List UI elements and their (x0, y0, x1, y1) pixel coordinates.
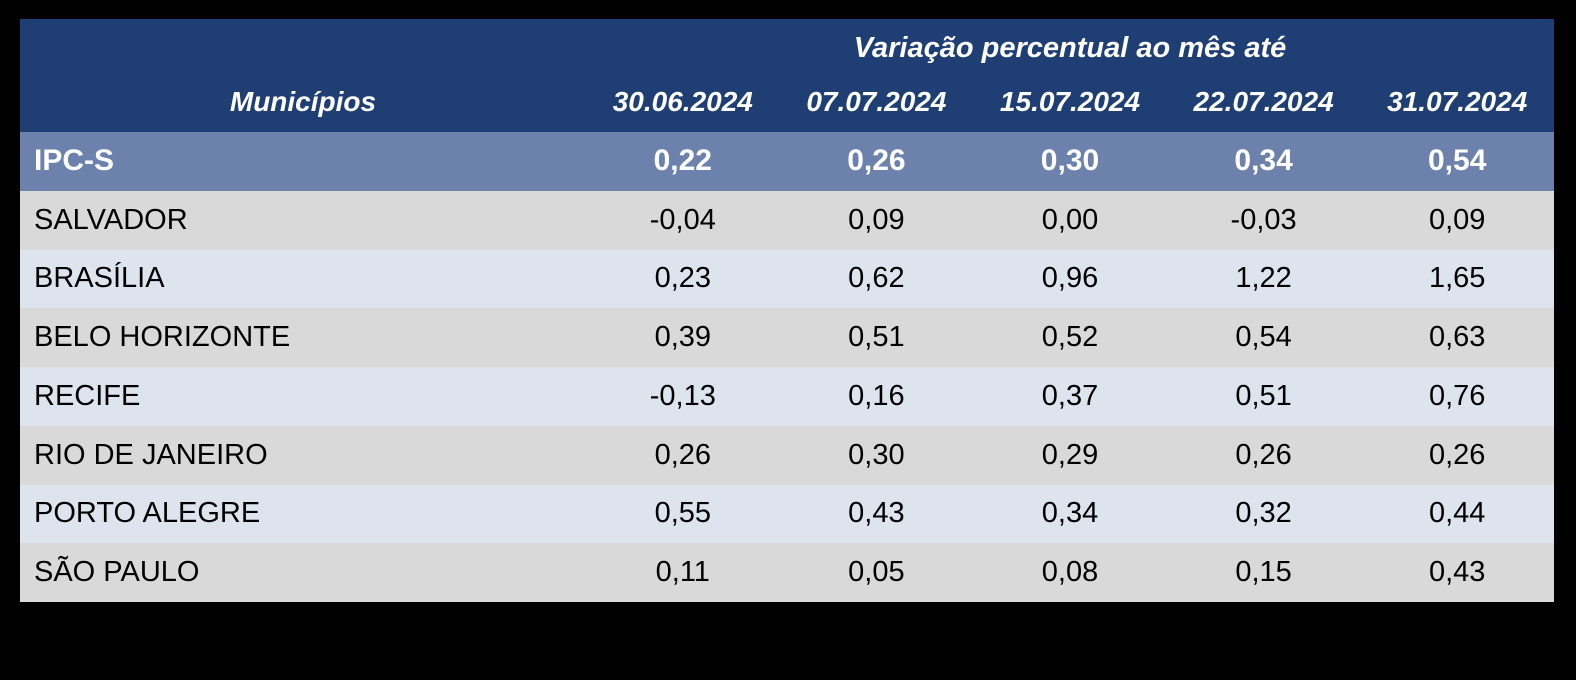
table-row: RIO DE JANEIRO 0,26 0,30 0,29 0,26 0,26 (20, 425, 1554, 485)
column-header-date: 15.07.2024 (999, 85, 1141, 117)
row-value: 0,09 (1428, 203, 1486, 236)
row-value: 0,51 (1235, 379, 1292, 412)
row-value: 0,16 (848, 379, 905, 412)
column-header-date: 31.07.2024 (1387, 85, 1528, 117)
table-header: Variação percentual ao mês até Município… (20, 19, 1554, 132)
row-value: 0,55 (654, 497, 712, 530)
row-value: 0,22 (653, 144, 712, 178)
row-value: 0,34 (1041, 497, 1099, 530)
table-row: SÃO PAULO 0,11 0,05 0,08 0,15 0,43 (20, 543, 1554, 602)
row-value: 0,96 (1041, 262, 1099, 295)
table-row: SALVADOR -0,04 0,09 0,00 -0,03 0,09 (20, 190, 1554, 250)
row-value: 0,30 (848, 438, 905, 471)
row-value: 0,44 (1428, 497, 1486, 530)
row-label: BRASÍLIA (34, 262, 165, 295)
table-row-ipcs: IPC-S 0,22 0,26 0,30 0,34 0,54 (20, 132, 1554, 191)
row-value: 0,26 (1235, 438, 1292, 471)
row-value: 0,26 (1428, 438, 1486, 471)
row-value: 0,76 (1428, 379, 1486, 412)
row-value: 0,30 (1040, 144, 1100, 178)
row-value: 1,22 (1235, 262, 1292, 295)
column-header-row: Municípios 30.06.2024 07.07.2024 15.07.2… (20, 71, 1554, 132)
row-value: 0,23 (654, 262, 712, 295)
row-value: 0,39 (654, 321, 712, 354)
row-value: 0,34 (1234, 144, 1293, 178)
row-value: -0,03 (1230, 203, 1297, 236)
row-value: 0,26 (654, 438, 712, 471)
row-value: 0,29 (1041, 438, 1099, 471)
ipcs-variation-table: Variação percentual ao mês até Município… (20, 19, 1554, 602)
row-value: 0,52 (1041, 321, 1099, 354)
column-header-date: 22.07.2024 (1193, 85, 1334, 117)
row-value: 0,43 (1428, 556, 1486, 589)
row-value: 0,63 (1428, 321, 1486, 354)
column-header-date: 30.06.2024 (612, 85, 753, 117)
table-title: Variação percentual ao mês até (853, 31, 1287, 64)
row-value: 0,15 (1235, 556, 1292, 589)
row-value: 0,09 (848, 203, 905, 236)
row-value: 0,37 (1041, 379, 1099, 412)
table-row: PORTO ALEGRE 0,55 0,43 0,34 0,32 0,44 (20, 484, 1554, 544)
row-value: 0,51 (848, 321, 905, 354)
table-title-row: Variação percentual ao mês até (20, 19, 1554, 71)
row-value: 0,05 (848, 556, 905, 589)
row-value: 0,26 (847, 144, 906, 178)
row-value: -0,13 (649, 379, 716, 412)
table-row: RECIFE -0,13 0,16 0,37 0,51 0,76 (20, 367, 1554, 426)
row-label: SÃO PAULO (34, 556, 200, 589)
column-header-date: 07.07.2024 (806, 85, 947, 117)
row-value: 0,08 (1041, 556, 1099, 589)
row-label: SALVADOR (34, 203, 188, 236)
row-value: 1,65 (1428, 262, 1486, 295)
table-row: BELO HORIZONTE 0,39 0,51 0,52 0,54 0,63 (20, 308, 1554, 367)
row-value: 0,62 (848, 262, 905, 295)
row-value: 0,00 (1041, 203, 1099, 236)
row-value: 0,32 (1235, 497, 1292, 530)
table-row: BRASÍLIA 0,23 0,62 0,96 1,22 1,65 (20, 249, 1554, 309)
row-label: IPC-S (34, 144, 115, 178)
row-label: RIO DE JANEIRO (34, 438, 268, 471)
table-body: SALVADOR -0,04 0,09 0,00 -0,03 0,09 BRAS… (20, 190, 1554, 602)
row-label: BELO HORIZONTE (34, 321, 291, 354)
row-value: 0,54 (1235, 321, 1292, 354)
column-header-municipios: Municípios (229, 85, 377, 117)
row-label: RECIFE (34, 379, 141, 412)
row-value: 0,11 (655, 556, 710, 589)
row-value: -0,04 (649, 203, 716, 236)
row-value: 0,43 (848, 497, 905, 530)
row-label: PORTO ALEGRE (34, 497, 261, 530)
row-value: 0,54 (1428, 144, 1487, 178)
